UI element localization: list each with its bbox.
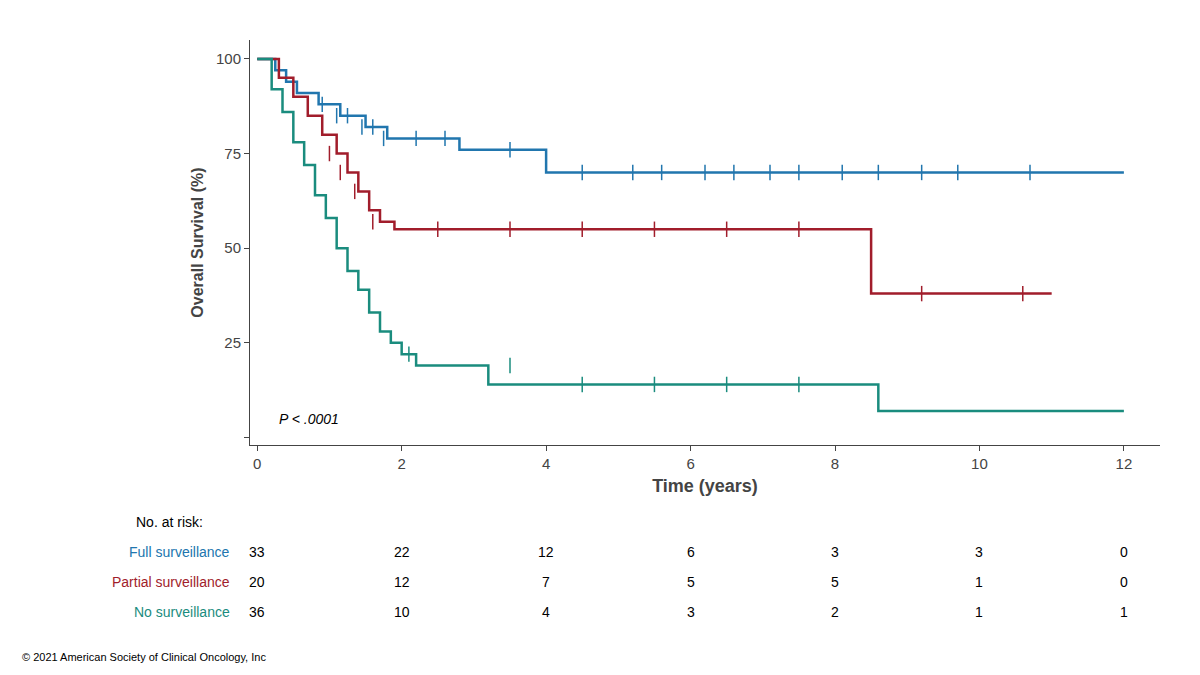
svg-text:2: 2 <box>397 455 405 472</box>
svg-text:7: 7 <box>542 574 550 590</box>
svg-text:2: 2 <box>831 604 839 620</box>
svg-text:6: 6 <box>687 544 695 560</box>
svg-text:5: 5 <box>687 574 695 590</box>
svg-text:1: 1 <box>1120 604 1128 620</box>
svg-text:Partial surveillance: Partial surveillance <box>112 574 230 590</box>
svg-text:12: 12 <box>538 544 554 560</box>
svg-text:3: 3 <box>975 544 983 560</box>
svg-text:20: 20 <box>249 574 265 590</box>
svg-text:© 2021 American Society of Cli: © 2021 American Society of Clinical Onco… <box>22 651 266 663</box>
svg-text:0: 0 <box>253 455 261 472</box>
svg-text:1: 1 <box>975 574 983 590</box>
svg-text:25: 25 <box>224 334 241 351</box>
svg-text:33: 33 <box>249 544 265 560</box>
svg-text:No. at risk:: No. at risk: <box>136 514 203 530</box>
svg-text:3: 3 <box>831 544 839 560</box>
svg-text:4: 4 <box>542 604 550 620</box>
svg-text:10: 10 <box>394 604 410 620</box>
svg-text:6: 6 <box>686 455 694 472</box>
svg-text:10: 10 <box>971 455 988 472</box>
svg-text:5: 5 <box>831 574 839 590</box>
svg-text:1: 1 <box>975 604 983 620</box>
svg-text:12: 12 <box>1116 455 1133 472</box>
svg-text:Full surveillance: Full surveillance <box>129 544 230 560</box>
svg-text:12: 12 <box>394 574 410 590</box>
svg-text:3: 3 <box>687 604 695 620</box>
svg-text:No surveillance: No surveillance <box>134 604 230 620</box>
svg-text:36: 36 <box>249 604 265 620</box>
svg-text:75: 75 <box>224 145 241 162</box>
svg-text:100: 100 <box>216 50 241 67</box>
svg-text:P < .0001: P < .0001 <box>279 411 339 427</box>
svg-text:Time (years): Time (years) <box>652 476 758 496</box>
svg-text:Overall Survival (%): Overall Survival (%) <box>189 167 206 317</box>
svg-text:0: 0 <box>1120 544 1128 560</box>
svg-text:50: 50 <box>224 239 241 256</box>
svg-text:8: 8 <box>831 455 839 472</box>
svg-text:4: 4 <box>542 455 550 472</box>
svg-text:22: 22 <box>394 544 410 560</box>
svg-text:0: 0 <box>1120 574 1128 590</box>
